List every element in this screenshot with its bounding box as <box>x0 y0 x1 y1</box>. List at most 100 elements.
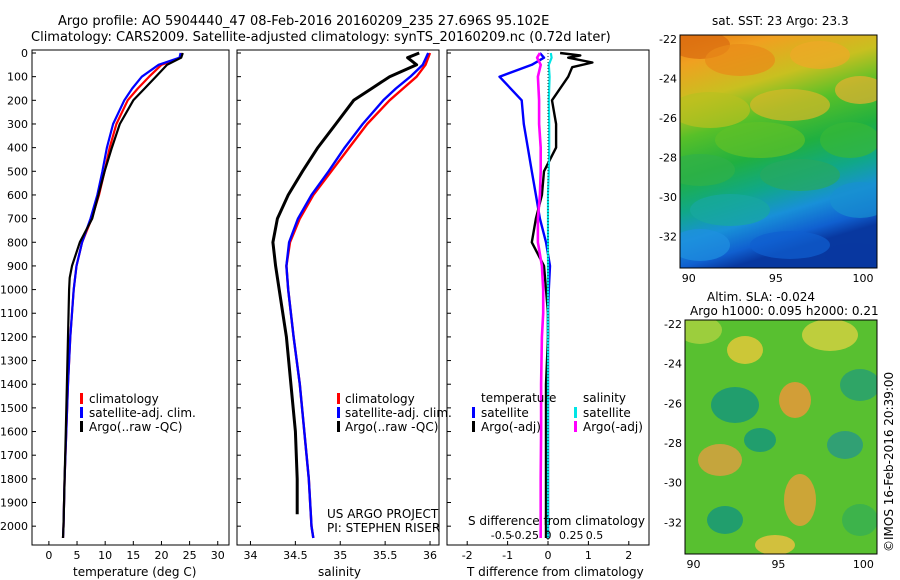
sst-color-patch <box>825 243 877 267</box>
sla-lon-tick-label: 95 <box>771 558 785 571</box>
sla-map-title-1: Altim. SLA: -0.024 <box>707 290 815 304</box>
sst-color-patch <box>750 231 830 259</box>
depth-tick-label: 500 <box>7 165 28 178</box>
sla-lat-tick-label: -24 <box>664 358 682 371</box>
sla-map-frame <box>684 319 878 555</box>
sst-lat-tick-label: -24 <box>659 72 677 85</box>
legend-label-argo: Argo(..raw -QC) <box>345 420 438 434</box>
s-difference-xlabel: S difference from climatology <box>468 514 645 528</box>
sla-lat-tick-label: -30 <box>664 477 682 490</box>
depth-tick-label: 600 <box>7 189 28 202</box>
difference-legend: temperature salinity satellite Argo(-adj… <box>472 391 643 434</box>
sla-color-patch <box>711 387 759 423</box>
legend-label-temp-argo: Argo(-adj) <box>481 420 541 434</box>
legend-label-sal-argo: Argo(-adj) <box>583 420 643 434</box>
sst-lon-tick-label: 90 <box>682 272 696 285</box>
sla-map: Altim. SLA: -0.024 Argo h1000: 0.095 h20… <box>684 290 879 555</box>
sst-lat-tick-label: -22 <box>659 33 677 46</box>
legend-label-argo: Argo(..raw -QC) <box>89 420 182 434</box>
tdiff-tick-label: 0 <box>545 549 552 562</box>
temperature-tick-label: 30 <box>211 549 225 562</box>
sla-color-patch <box>707 506 743 534</box>
temperature-tick-label: 5 <box>74 549 81 562</box>
depth-tick-label: 1500 <box>0 402 28 415</box>
credit-project: US ARGO PROJECT <box>327 507 439 521</box>
series-line-2 <box>61 52 184 539</box>
legend-label-satellite: satellite-adj. clim. <box>345 406 452 420</box>
temperature-tick-label: 10 <box>98 549 112 562</box>
sla-color-patch <box>840 369 877 401</box>
sst-lat-tick-label: -32 <box>659 230 677 243</box>
temperature-panel-frame <box>31 49 230 546</box>
salinity-legend: climatology satellite-adj. clim. Argo(..… <box>337 392 452 434</box>
legend-label-sal-satellite: satellite <box>583 406 631 420</box>
difference-series <box>498 51 594 538</box>
sst-map: sat. SST: 23 Argo: 23.3 <box>679 14 878 269</box>
sla-color-patch <box>842 504 877 536</box>
depth-tick-label: 2000 <box>0 520 28 533</box>
depth-tick-label: 1200 <box>0 331 28 344</box>
title-line-1: Argo profile: AO 5904440_47 08-Feb-2016 … <box>58 14 550 29</box>
sst-color-patch <box>760 159 840 191</box>
temperature-tick-label: 15 <box>126 549 140 562</box>
legend-swatch-satellite <box>80 407 83 418</box>
sst-color-patch <box>715 122 805 158</box>
sla-lat-tick-label: -28 <box>664 437 682 450</box>
sdiff-tick-label: 0 <box>545 529 552 542</box>
salinity-xlabel: salinity <box>318 565 361 579</box>
legend-swatch-temp-satellite <box>472 407 475 418</box>
t-difference-xlabel: T difference from climatology <box>466 565 644 579</box>
depth-tick-label: 1900 <box>0 497 28 510</box>
sla-color-patch <box>685 320 722 344</box>
depth-tick-label: 1400 <box>0 378 28 391</box>
sst-lon-tick-label: 100 <box>853 272 874 285</box>
legend-swatch-argo <box>337 421 340 432</box>
series-line-2 <box>271 51 420 515</box>
depth-tick-label: 1000 <box>0 284 28 297</box>
sst-lat-tick-label: -28 <box>659 151 677 164</box>
depth-tick-label: 100 <box>7 71 28 84</box>
series-line-1 <box>285 52 430 539</box>
sst-color-patch <box>690 194 770 226</box>
temperature-tick-label: 25 <box>183 549 197 562</box>
title-line-2: Climatology: CARS2009. Satellite-adjuste… <box>31 30 611 45</box>
tdiff-tick-label: 1 <box>585 549 592 562</box>
depth-tick-label: 0 <box>21 47 28 60</box>
sdiff-tick-label: -0.5 <box>491 529 512 542</box>
depth-tick-label: 900 <box>7 260 28 273</box>
temperature-tick-label: 20 <box>154 549 168 562</box>
sdiff-tick-label: 0.5 <box>586 529 604 542</box>
legend-label-climatology: climatology <box>345 392 415 406</box>
legend-label-temp-satellite: satellite <box>481 406 529 420</box>
depth-tick-label: 1100 <box>0 307 28 320</box>
sla-color-patch <box>755 535 795 554</box>
sdiff-tick-label: 0.25 <box>559 529 584 542</box>
series-line-3 <box>535 52 545 538</box>
legend-label-satellite: satellite-adj. clim. <box>89 406 196 420</box>
imos-watermark: ©IMOS 16-Feb-2016 20:39:00 <box>882 372 896 552</box>
legend-swatch-climatology <box>337 393 340 404</box>
sst-lon-tick-label: 95 <box>769 272 783 285</box>
legend-title-temperature: temperature <box>481 391 556 405</box>
depth-tick-label: 200 <box>7 94 28 107</box>
series-line-0 <box>61 52 183 539</box>
credit-pi: PI: STEPHEN RISER <box>327 521 440 535</box>
sst-color-patch <box>790 41 850 69</box>
sst-color-patch <box>680 92 750 128</box>
legend-swatch-satellite <box>337 407 340 418</box>
depth-tick-label: 400 <box>7 142 28 155</box>
salinity-series <box>271 51 432 539</box>
legend-swatch-argo <box>80 421 83 432</box>
sla-color-patch <box>698 444 742 476</box>
sst-color-patch <box>705 44 775 76</box>
legend-swatch-temp-argo <box>472 421 475 432</box>
depth-tick-label: 300 <box>7 118 28 131</box>
sla-lon-tick-label: 100 <box>853 558 874 571</box>
series-line-1 <box>61 52 182 539</box>
salinity-tick-label: 35.5 <box>373 549 398 562</box>
legend-swatch-sal-satellite <box>574 407 577 418</box>
sst-color-patch <box>750 89 830 121</box>
sla-lon-tick-label: 90 <box>686 558 700 571</box>
salinity-tick-label: 36 <box>423 549 437 562</box>
